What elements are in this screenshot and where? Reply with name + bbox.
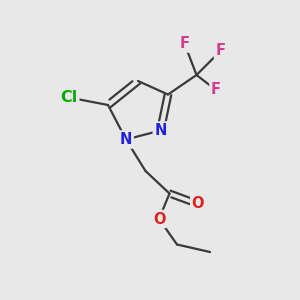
Text: F: F <box>179 36 190 51</box>
Text: N: N <box>154 123 167 138</box>
Text: Cl: Cl <box>60 90 78 105</box>
Text: F: F <box>211 82 221 98</box>
Text: F: F <box>215 44 226 59</box>
Text: O: O <box>192 196 204 211</box>
Text: N: N <box>120 132 132 147</box>
Text: O: O <box>153 212 165 226</box>
